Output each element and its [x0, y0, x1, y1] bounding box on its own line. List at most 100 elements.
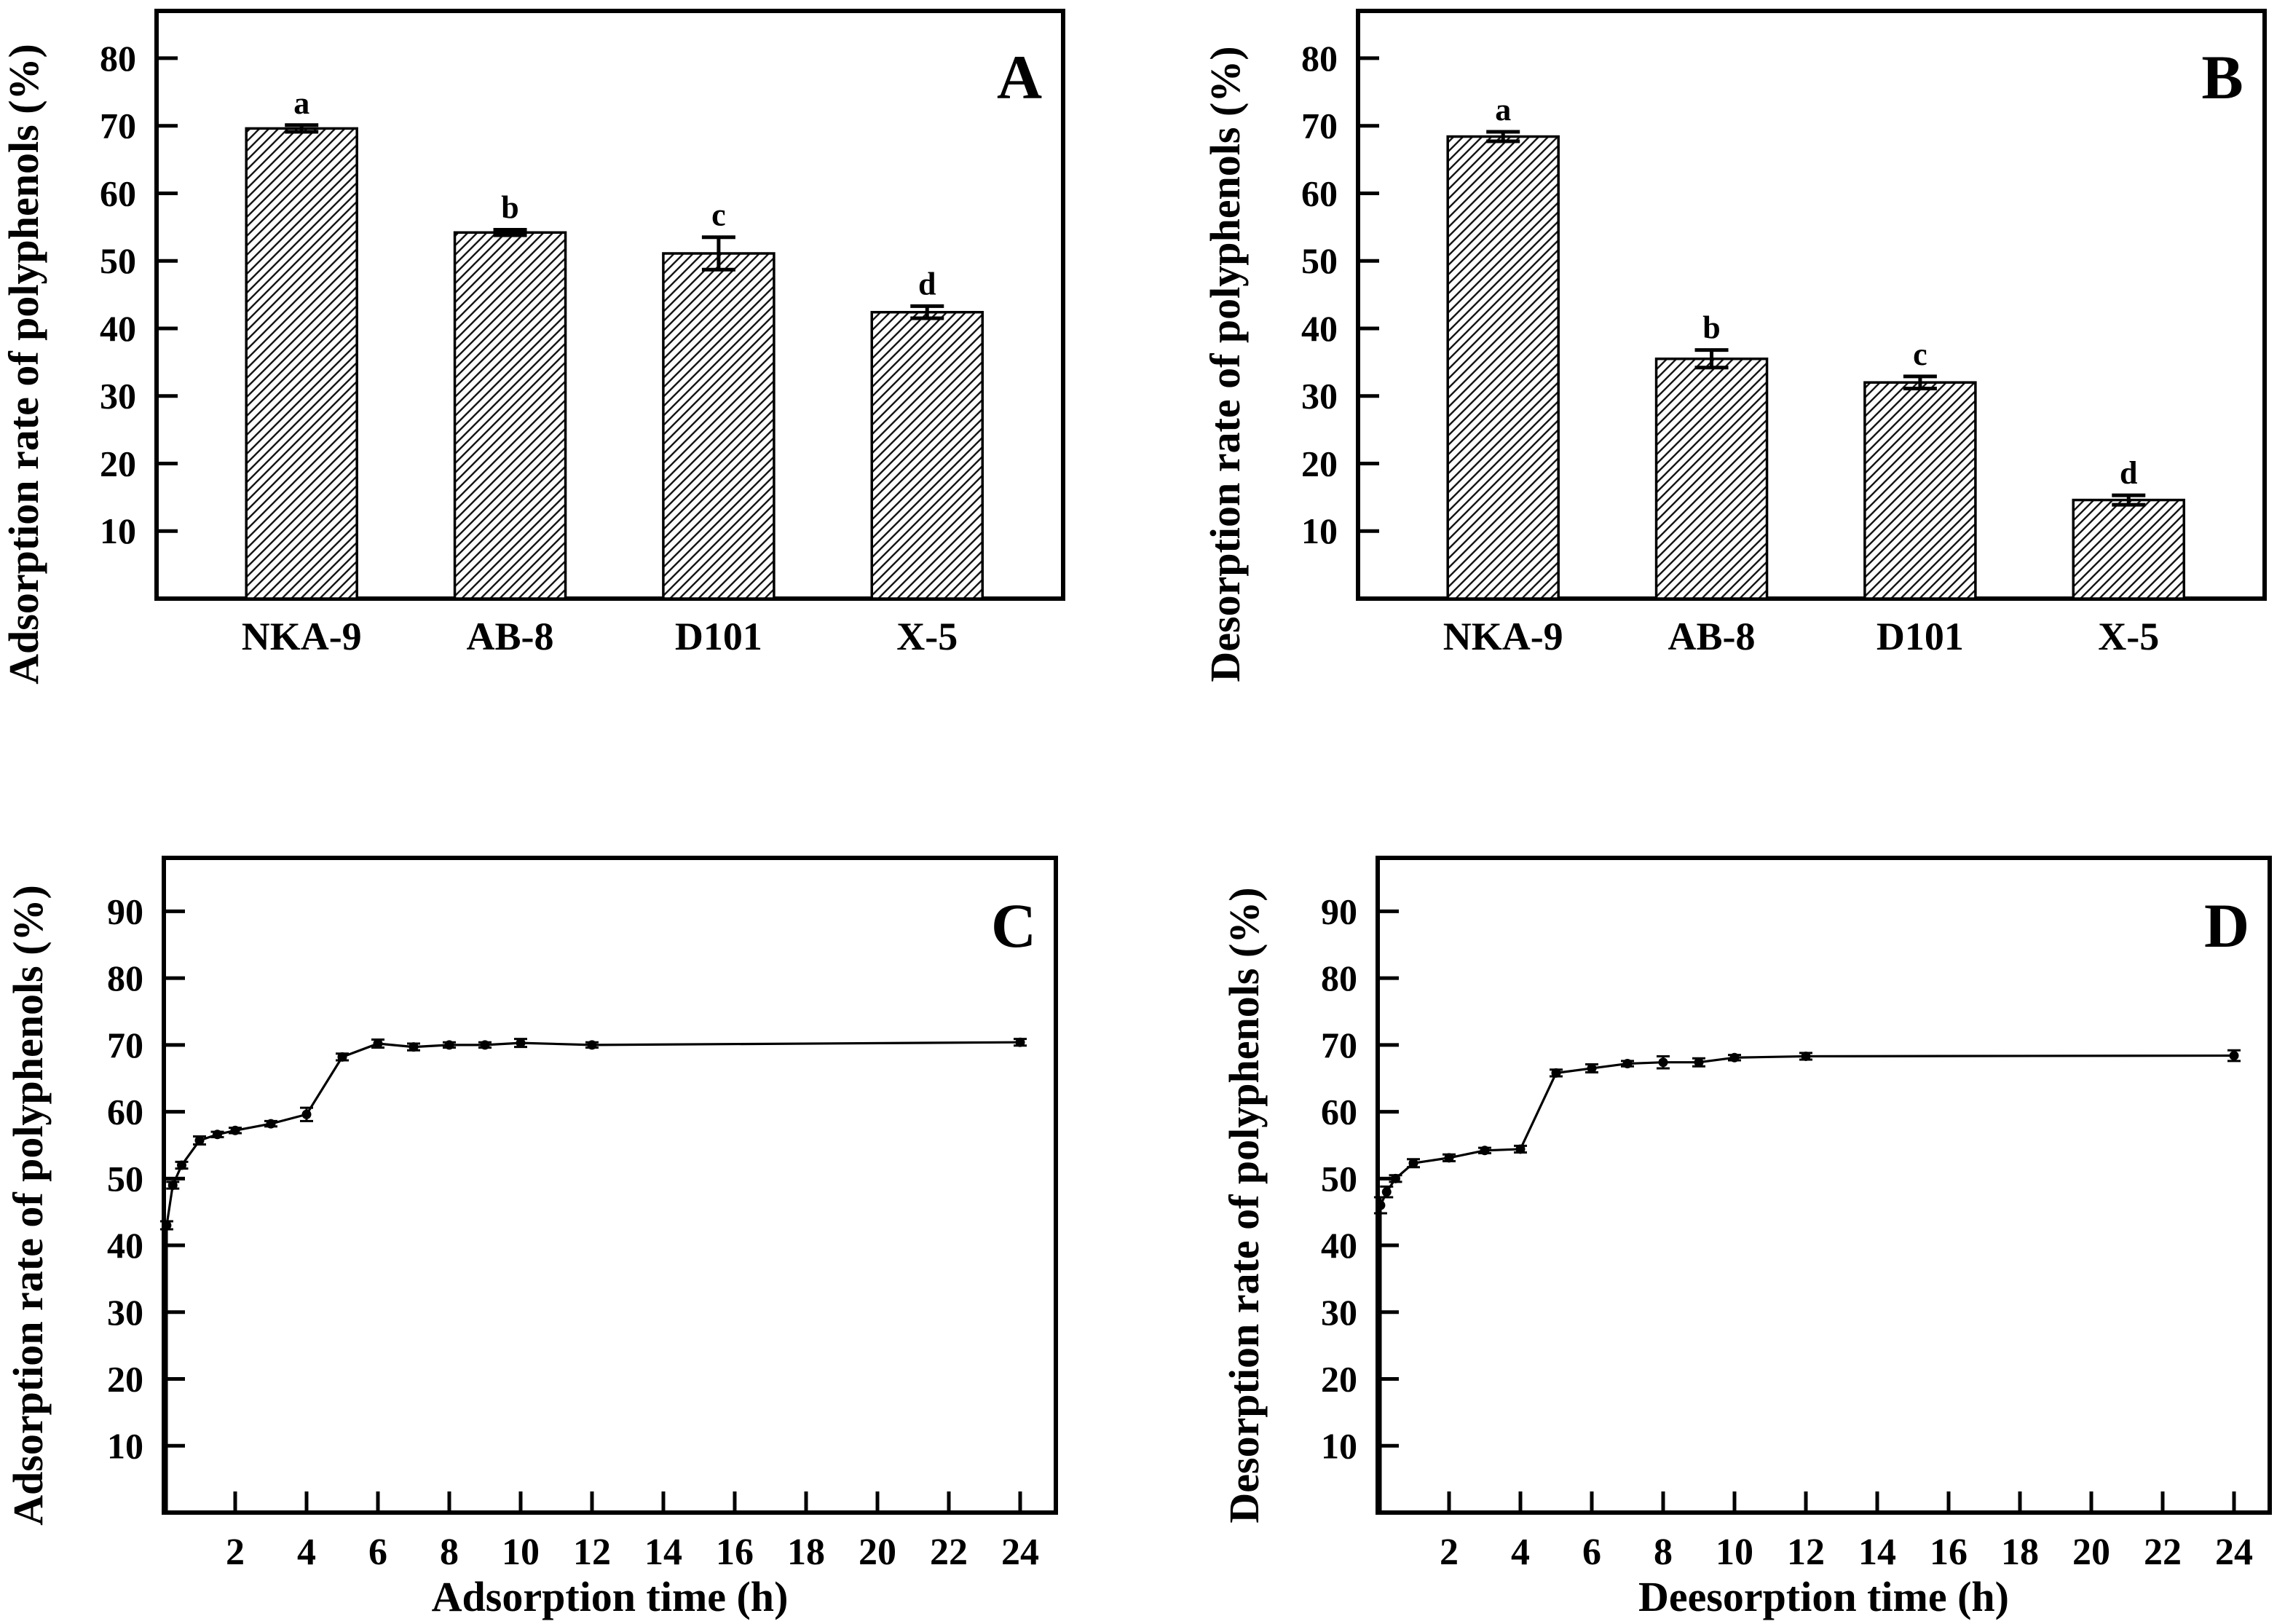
point-marker [1515, 1144, 1526, 1154]
y-tick-label: 80 [107, 958, 143, 998]
panel-c: 10 20 30 40 50 60 70 80 90 Adsorption rate of pol… [4, 856, 1058, 1620]
y-tick-label: 30 [100, 376, 136, 417]
y-tick-label: 10 [107, 1425, 143, 1466]
y-axis-title: Adsorption rate of polyphenols (%) [0, 44, 47, 685]
y-tick-label: 10 [1321, 1425, 1357, 1466]
y-tick-label: 30 [1321, 1292, 1357, 1333]
x-tick-label: 22 [2144, 1532, 2182, 1573]
y-tick-label: 60 [1301, 173, 1338, 213]
y-tick-label: 70 [1321, 1025, 1357, 1065]
x-tick-label: 18 [787, 1532, 825, 1573]
significance-letter: d [2120, 455, 2137, 491]
bar-ab-8 [1654, 357, 1769, 600]
x-axis-title: Deesorption time (h) [1638, 1573, 2009, 1620]
bar-d101 [662, 252, 776, 600]
y-tick-label: 40 [107, 1225, 143, 1266]
y-tick-label: 60 [1321, 1092, 1357, 1132]
bar-nka-9 [245, 127, 358, 600]
y-tick-label: 10 [1301, 511, 1338, 551]
panel-label: C [991, 891, 1036, 961]
bar-nka-9 [1446, 135, 1560, 600]
x-tick-label: 2 [226, 1532, 245, 1573]
point-marker [516, 1038, 526, 1048]
significance-letter: c [711, 197, 726, 233]
point-marker [1622, 1059, 1633, 1069]
category-label: AB-8 [1668, 615, 1756, 658]
point-marker [2229, 1051, 2239, 1061]
point-marker [167, 1180, 178, 1190]
y-tick-label: 50 [1301, 240, 1338, 281]
point-marker [480, 1040, 490, 1050]
category-label: NKA-9 [242, 615, 362, 658]
x-tick-label: 18 [2001, 1532, 2039, 1573]
x-tick-label: 14 [1858, 1532, 1896, 1573]
data-series-line [1379, 1054, 2235, 1513]
x-tick-label: 6 [1582, 1532, 1601, 1573]
y-tick-label: 80 [100, 38, 136, 79]
x-tick-label: 2 [1440, 1532, 1459, 1573]
y-tick-label: 70 [107, 1025, 143, 1065]
bar-d101 [1863, 381, 1977, 600]
panel-b: 10 20 30 40 50 60 70 80 Desorption rate of polyp… [1201, 9, 2267, 682]
x-tick-label: 6 [368, 1532, 387, 1573]
point-marker [162, 1221, 172, 1231]
x-tick-label: 16 [1930, 1532, 1968, 1573]
y-tick-label: 50 [100, 240, 136, 281]
y-tick-label: 70 [100, 106, 136, 146]
x-tick-label: 12 [573, 1532, 611, 1573]
x-tick-label: 12 [1787, 1532, 1825, 1573]
axis-frame [1356, 9, 2267, 601]
y-tick-label: 60 [107, 1092, 143, 1132]
x-tick-label: 14 [644, 1532, 682, 1573]
y-tick-label: 50 [1321, 1158, 1357, 1199]
x-tick-label: 24 [2215, 1532, 2253, 1573]
x-tick-label: 10 [502, 1532, 540, 1573]
significance-letter: d [918, 266, 936, 301]
y-axis-title: Adsorption rate of polyphenols (%) [4, 885, 52, 1526]
point-marker [1587, 1063, 1597, 1073]
y-tick-label: 10 [100, 511, 136, 551]
y-tick-label: 40 [100, 308, 136, 349]
point-marker [1376, 1200, 1386, 1210]
category-label: X-5 [2098, 615, 2159, 658]
y-tick-label: 90 [107, 891, 143, 931]
x-tick-label: 10 [1716, 1532, 1753, 1573]
x-tick-label: 8 [1654, 1532, 1673, 1573]
point-marker [1694, 1057, 1704, 1068]
category-label: NKA-9 [1443, 615, 1563, 658]
point-marker [213, 1130, 222, 1140]
point-marker [1551, 1068, 1561, 1078]
point-marker [337, 1052, 347, 1062]
point-marker [177, 1160, 186, 1170]
point-marker [194, 1135, 205, 1146]
y-axis-title: Desorption rate of polyphenols (%) [1201, 46, 1249, 682]
panel-d: 10 20 30 40 50 60 70 80 90 Desorption rate of pol… [1220, 856, 2272, 1620]
panel-label: A [997, 42, 1042, 112]
panel-a: 10 20 30 40 50 60 70 80 Adsorption rate of polyp… [0, 9, 1065, 685]
significance-letter: b [501, 190, 518, 226]
point-marker [444, 1040, 454, 1050]
significance-letter: a [293, 85, 309, 121]
point-marker [1408, 1158, 1418, 1168]
y-tick-label: 20 [1321, 1359, 1357, 1400]
x-tick-label: 22 [930, 1532, 968, 1573]
y-tick-label: 50 [107, 1158, 143, 1199]
significance-letter: a [1495, 92, 1511, 127]
point-marker [301, 1109, 312, 1119]
x-tick-label: 4 [297, 1532, 316, 1573]
y-tick-label: 80 [1321, 958, 1357, 998]
point-marker [1391, 1173, 1400, 1183]
point-marker [1480, 1146, 1490, 1156]
bar-x-5 [870, 310, 984, 600]
axis-frame [1376, 856, 2272, 1515]
y-tick-label: 20 [107, 1359, 143, 1400]
y-tick-label: 70 [1301, 106, 1338, 146]
x-tick-label: 24 [1001, 1532, 1039, 1573]
panel-label: D [2204, 891, 2249, 961]
x-axis-title: Adsorption time (h) [432, 1573, 789, 1620]
x-tick-label: 4 [1511, 1532, 1530, 1573]
point-marker [587, 1040, 597, 1050]
category-label: AB-8 [467, 615, 554, 658]
x-tick-label: 16 [716, 1532, 754, 1573]
